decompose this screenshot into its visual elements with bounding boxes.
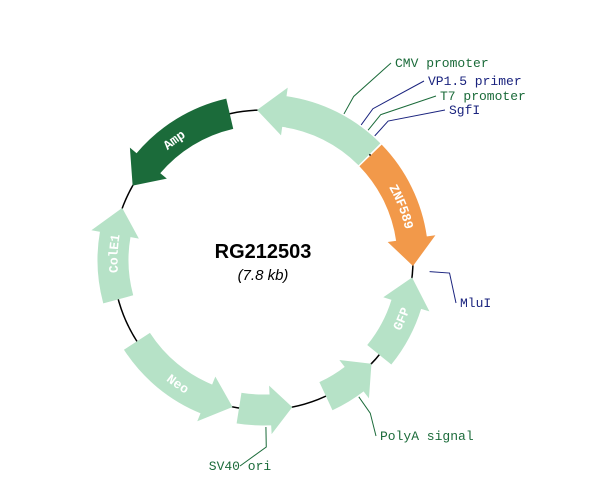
plasmid-map: ZNF589GFPNeoColE1Amp CMV promoterVP1.5 p… (0, 0, 600, 504)
segment-sv40 (237, 387, 291, 433)
leader-mlui (430, 272, 456, 303)
leader-polya-signal (359, 397, 376, 436)
leader-cmv-promoter (344, 63, 391, 114)
label-t7-promoter: T7 promoter (440, 89, 526, 104)
label-cmv-promoter: CMV promoter (395, 56, 489, 71)
leader-t7-promoter (368, 96, 436, 130)
label-vp15-primer: VP1.5 primer (428, 74, 522, 89)
segment-polya (320, 361, 371, 410)
label-polya-signal: PolyA signal (380, 429, 474, 444)
segment-label-cole1: ColE1 (107, 233, 124, 273)
leader-sgfi (375, 110, 445, 136)
plasmid-size: (7.8 kb) (238, 267, 289, 284)
segment-cmv (258, 89, 380, 165)
label-mlui: MluI (460, 296, 491, 311)
label-sv40-ori: SV40 ori (209, 459, 272, 474)
label-sgfi: SgfI (449, 103, 480, 118)
plasmid-name: RG212503 (215, 241, 312, 263)
